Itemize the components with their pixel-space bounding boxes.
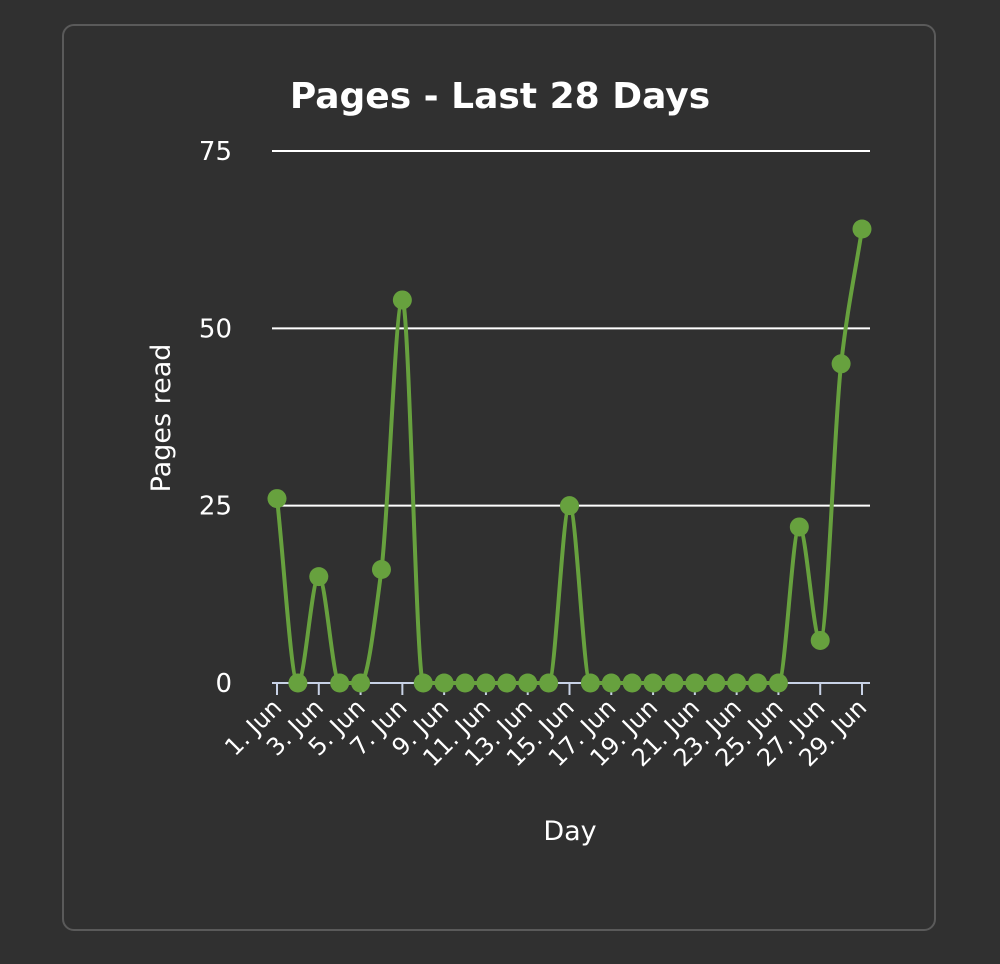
y-tick-label: 25 xyxy=(199,492,232,522)
series-line xyxy=(275,227,864,686)
data-point xyxy=(706,673,726,693)
data-points xyxy=(267,219,872,693)
y-tick-label: 0 xyxy=(215,669,232,699)
data-point xyxy=(330,673,350,693)
chart-title: Pages - Last 28 Days xyxy=(290,76,710,117)
data-point xyxy=(664,673,684,693)
data-point xyxy=(434,673,454,693)
data-point xyxy=(643,673,663,693)
data-point xyxy=(685,673,705,693)
data-point xyxy=(810,630,830,650)
data-point xyxy=(518,673,538,693)
data-point xyxy=(831,354,851,374)
data-point xyxy=(392,290,412,310)
data-point xyxy=(455,673,475,693)
data-point xyxy=(476,673,496,693)
data-point xyxy=(622,673,642,693)
chart-card xyxy=(62,24,936,931)
data-point xyxy=(580,673,600,693)
data-point xyxy=(727,673,747,693)
data-point xyxy=(309,567,329,587)
y-tick-label: 50 xyxy=(199,314,232,344)
data-point xyxy=(748,673,768,693)
data-point xyxy=(539,673,559,693)
data-point xyxy=(560,496,579,516)
data-point xyxy=(852,219,872,239)
x-axis-label: Day xyxy=(543,816,596,847)
data-point xyxy=(768,673,788,693)
data-point xyxy=(288,673,308,693)
data-point xyxy=(371,560,391,580)
data-point xyxy=(267,489,287,509)
data-point xyxy=(351,673,371,693)
data-point xyxy=(413,673,433,693)
data-point xyxy=(601,673,621,693)
y-axis-label: Pages read xyxy=(146,344,177,493)
data-point xyxy=(497,673,517,693)
y-axis-ticks: 0 25 50 75 xyxy=(199,137,232,699)
y-tick-label: 75 xyxy=(199,137,232,167)
data-point xyxy=(789,517,809,537)
grid-lines xyxy=(272,150,870,507)
